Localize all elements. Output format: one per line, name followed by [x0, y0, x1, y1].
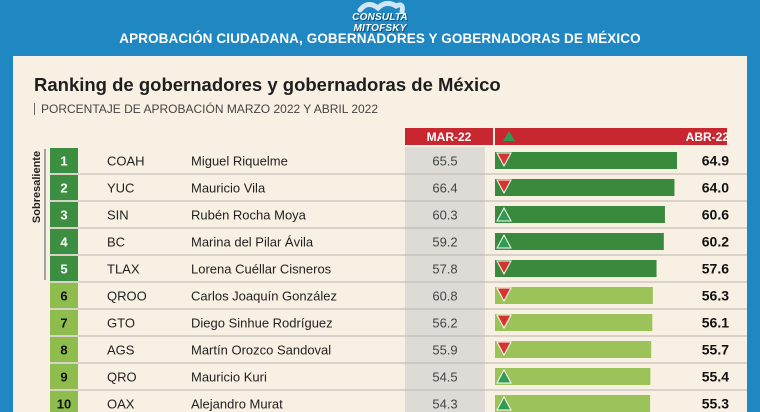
group-label: Sobresaliente: [31, 151, 43, 223]
mar-value: 56.2: [432, 316, 457, 331]
mar-value: 57.8: [432, 262, 457, 277]
mar-value: 54.5: [432, 370, 457, 385]
trend-up-icon: [496, 395, 512, 411]
abr-header-bg: [495, 128, 727, 145]
rank-label: 6: [60, 289, 67, 304]
mar-value: 59.2: [432, 235, 457, 250]
abr-bar: [495, 233, 664, 250]
rank-box: [50, 364, 78, 389]
subtitle-divider: [34, 103, 35, 115]
mar-value: 55.9: [432, 343, 457, 358]
abr-bar: [495, 152, 677, 169]
abr-value: 55.4: [702, 369, 729, 385]
trend-down-icon: [496, 152, 512, 168]
header: CONSULTA MITOFSKY APROBACIÓN CIUDADANA, …: [0, 0, 760, 56]
rank-label: 10: [57, 397, 71, 412]
header-arrow-icon: [503, 131, 515, 141]
abr-value: 64.9: [702, 153, 729, 169]
rank-label: 2: [60, 181, 67, 196]
trend-down-icon: [496, 341, 512, 357]
mitofsky-logo: [357, 0, 405, 15]
trend-down-icon: [496, 287, 512, 303]
rank-label: 1: [60, 154, 67, 169]
chart-title: Ranking de gobernadores y gobernadoras d…: [34, 74, 501, 95]
abr-value: 57.6: [702, 261, 729, 277]
abr-bar: [495, 206, 665, 223]
state-label: COAH: [107, 154, 145, 169]
mar-value: 65.5: [432, 154, 457, 169]
rank-box: [50, 283, 78, 308]
governor-name: Mauricio Vila: [191, 181, 266, 196]
state-label: GTO: [107, 316, 135, 331]
rank-label: 5: [60, 262, 67, 277]
state-label: BC: [107, 235, 125, 250]
abr-value: 60.6: [702, 207, 729, 223]
chart-subtitle: PORCENTAJE DE APROBACIÓN MARZO 2022 Y AB…: [41, 102, 379, 116]
abr-value: 55.3: [702, 396, 729, 412]
mar-value: 60.8: [432, 289, 457, 304]
abr-value: 55.7: [702, 342, 729, 358]
rank-box: [50, 202, 78, 227]
rank-label: 9: [60, 370, 67, 385]
content-panel: Ranking de gobernadores y gobernadoras d…: [13, 56, 747, 412]
rank-box: [50, 391, 78, 412]
abr-value: 56.1: [702, 315, 729, 331]
rank-label: 3: [60, 208, 67, 223]
governor-name: Alejandro Murat: [191, 397, 283, 412]
mar-header-label: MAR-22: [427, 130, 472, 144]
abr-bar: [495, 368, 651, 385]
abr-bar: [495, 395, 651, 412]
rank-label: 8: [60, 343, 67, 358]
trend-down-icon: [496, 260, 512, 276]
rank-box: [50, 256, 78, 281]
rank-label: 4: [60, 235, 68, 250]
abr-value: 60.2: [702, 234, 729, 250]
governor-name: Martín Orozco Sandoval: [191, 343, 331, 358]
state-label: QRO: [107, 370, 137, 385]
rank-box: [50, 310, 78, 335]
mar-header-bg: [405, 128, 493, 145]
abr-value: 56.3: [702, 288, 729, 304]
abr-value: 64.0: [702, 180, 729, 196]
abr-bar: [495, 179, 675, 196]
governor-name: Carlos Joaquín González: [191, 289, 337, 304]
mar-value: 66.4: [432, 181, 457, 196]
rank-box: [50, 337, 78, 362]
ranking-chart: MAR-22 ABR-22 Sobresaliente 1 COAH Miguel Riq…: [31, 128, 747, 412]
state-label: AGS: [107, 343, 135, 358]
state-label: SIN: [107, 208, 129, 223]
abr-bar: [495, 287, 653, 304]
rank-box: [50, 148, 78, 173]
mar-value: 54.3: [432, 397, 457, 412]
mar-column-bg: [405, 147, 485, 412]
state-label: QROO: [107, 289, 147, 304]
rank-box: [50, 175, 78, 200]
trend-up-icon: [496, 368, 512, 384]
trend-down-icon: [496, 179, 512, 195]
mar-value: 60.3: [432, 208, 457, 223]
trend-up-icon: [496, 233, 512, 249]
state-label: TLAX: [107, 262, 140, 277]
governor-name: Lorena Cuéllar Cisneros: [191, 262, 332, 277]
abr-bar: [495, 314, 653, 331]
trend-down-icon: [496, 314, 512, 330]
abr-bar: [495, 341, 652, 358]
governor-name: Marina del Pilar Ávila: [191, 235, 314, 250]
banner-title: APROBACIÓN CIUDADANA, GOBERNADORES Y GOB…: [119, 31, 641, 46]
abr-header-label: ABR-22: [686, 130, 730, 144]
abr-bar: [495, 260, 657, 277]
trend-up-icon: [496, 206, 512, 222]
governor-name: Mauricio Kuri: [191, 370, 267, 385]
governor-name: Rubén Rocha Moya: [191, 208, 307, 223]
state-label: YUC: [107, 181, 134, 196]
state-label: OAX: [107, 397, 135, 412]
rank-label: 7: [60, 316, 67, 331]
brand-name: CONSULTA MITOFSKY: [352, 12, 408, 34]
chart-subtitle-wrap: PORCENTAJE DE APROBACIÓN MARZO 2022 Y AB…: [34, 102, 378, 116]
rank-box: [50, 229, 78, 254]
governor-name: Diego Sinhue Rodríguez: [191, 316, 333, 331]
governor-name: Miguel Riquelme: [191, 154, 288, 169]
